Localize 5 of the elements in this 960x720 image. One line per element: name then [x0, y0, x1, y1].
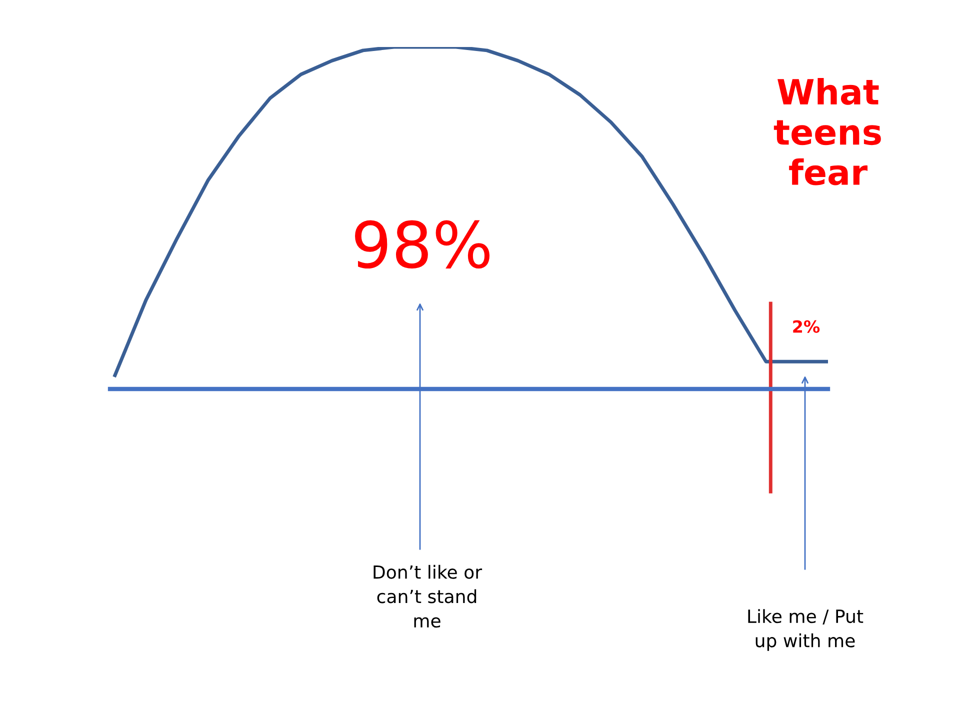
text: Like me / Put up with me — [748, 609, 864, 651]
text: What teens fear — [774, 78, 881, 186]
text: Don’t like or can’t stand me — [374, 564, 482, 628]
annotation: 98% — [355, 220, 490, 269]
annotation: 2% — [793, 320, 820, 333]
